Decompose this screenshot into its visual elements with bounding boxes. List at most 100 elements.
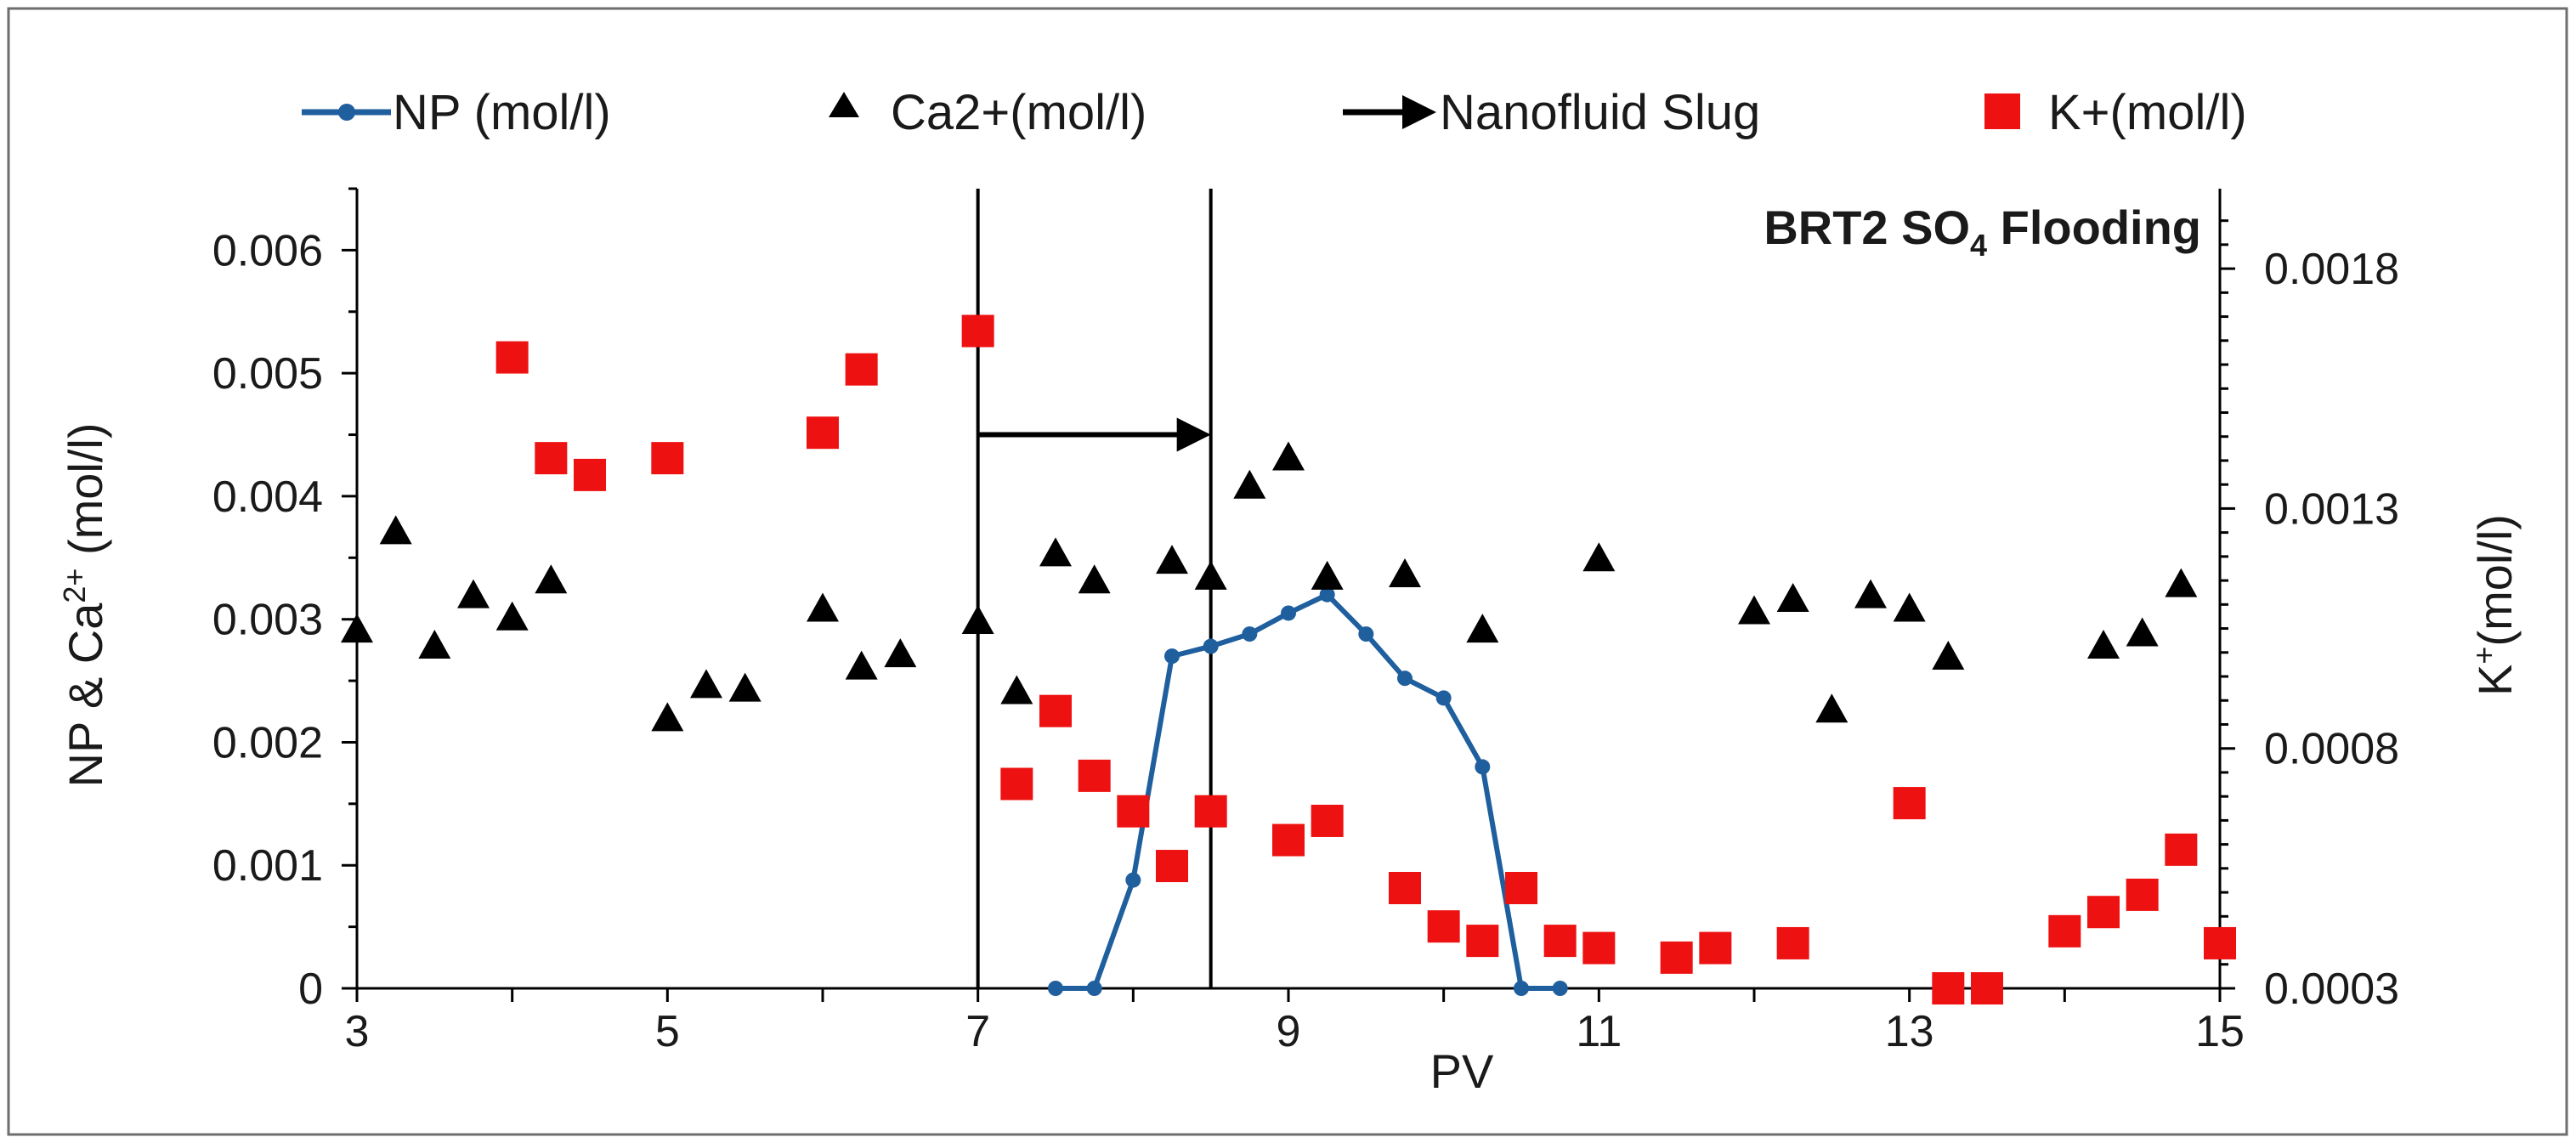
legend-np-marker-icon (338, 104, 355, 121)
y-axis-right-title: K+(mol/l) (2466, 514, 2522, 696)
k-point (1699, 931, 1732, 965)
k-point (1272, 823, 1305, 857)
np-point (1435, 690, 1452, 706)
k-point (807, 416, 839, 450)
x-tick-label: 7 (965, 1007, 990, 1056)
k-point (1311, 804, 1344, 837)
ca-point (418, 629, 451, 659)
k-point (1039, 694, 1072, 727)
y-left-tick-label: 0.006 (212, 226, 323, 275)
ca-point (535, 564, 568, 594)
legend-slug-label: Nanofluid Slug (1440, 85, 1760, 140)
y-right-tick-label: 0.0008 (2264, 725, 2399, 774)
k-point (845, 353, 878, 386)
legend-ca-label: Ca2+(mol/l) (891, 85, 1146, 140)
np-point (1048, 981, 1063, 996)
ca-point (1233, 469, 1266, 499)
np-line (1056, 591, 1560, 991)
x-tick-label: 11 (1576, 1007, 1622, 1056)
x-tick-label: 5 (655, 1007, 680, 1056)
slug-arrowhead-icon (1176, 417, 1211, 452)
ca-point (1854, 579, 1887, 608)
k-point (1543, 925, 1577, 958)
ca-point (2087, 629, 2120, 659)
np-series (1048, 586, 1568, 996)
k-point (1932, 972, 1965, 1004)
legend-item-np: NP (mol/l) (302, 85, 611, 140)
np-point (1086, 981, 1102, 996)
y-right-tick-label: 0.0003 (2264, 965, 2399, 1014)
legend-np-label: NP (mol/l) (393, 85, 611, 140)
ca-point (807, 592, 839, 622)
k-point (2165, 833, 2198, 866)
k-point (961, 314, 994, 348)
annotation-subscript: 4 (1970, 228, 1987, 263)
np-point (1514, 981, 1529, 996)
y-left-title-sup: 2+ (57, 569, 92, 603)
chart-border (7, 7, 2568, 1136)
k-point (535, 442, 568, 475)
x-tick-label: 13 (1885, 1007, 1934, 1056)
ca-point (1078, 564, 1111, 594)
y-left-tick-label: 0.003 (212, 596, 323, 645)
y-left-title-a: NP & Ca (59, 603, 112, 788)
ca-point (495, 601, 529, 631)
legend-k-square-icon (1984, 93, 2020, 129)
ca-point (1815, 693, 1848, 723)
ca-point (1000, 675, 1033, 704)
ca-point (1194, 560, 1227, 590)
k-point (2126, 878, 2159, 911)
y-left-tick-label: 0.004 (212, 472, 323, 522)
k-point (1893, 787, 1926, 820)
y-right-title-sup: + (2466, 647, 2501, 665)
ca-point (2126, 617, 2159, 647)
np-point (1397, 671, 1413, 687)
ca-point (1738, 595, 1770, 625)
legend-k-label: K+(mol/l) (2048, 85, 2247, 140)
k-point (1156, 850, 1188, 883)
k-point (1427, 910, 1460, 943)
k-point (1582, 931, 1616, 965)
annotation-suffix: Flooding (1987, 201, 2201, 254)
ca-point (651, 702, 684, 732)
k-point (1660, 941, 1693, 974)
x-tick-label: 3 (345, 1007, 370, 1056)
y-right-title-a: K (2468, 665, 2522, 696)
y-left-tick-label: 0.005 (212, 349, 323, 399)
legend-item-slug: Nanofluid Slug (1343, 85, 1760, 140)
k-point (1078, 759, 1111, 792)
np-point (1358, 626, 1374, 642)
ca-point (2165, 568, 2198, 597)
np-point (1319, 586, 1335, 603)
x-tick-label: 9 (1277, 1007, 1301, 1056)
x-tick-label: 15 (2195, 1007, 2245, 1056)
np-point (1242, 626, 1258, 642)
y-axis-left-title: NP & Ca2+ (mol/l) (57, 423, 112, 788)
np-point (1552, 981, 1568, 996)
k-point (1389, 872, 1421, 905)
k-point (2048, 914, 2081, 948)
y-left-title-b: (mol/l) (59, 423, 112, 569)
k-point (574, 458, 606, 491)
ca-point (1776, 582, 1809, 612)
k-point (495, 341, 529, 374)
x-axis-title: PV (1430, 1044, 1494, 1098)
y-right-tick-label: 0.0018 (2264, 245, 2399, 294)
k-point (2087, 896, 2120, 929)
legend-ca-triangle-icon (829, 92, 859, 117)
y-right-tick-label: 0.0013 (2264, 484, 2399, 534)
np-point (1203, 638, 1219, 654)
legend: NP (mol/l) Ca2+(mol/l) Nanofluid Slug K+… (302, 85, 2247, 140)
np-point (1125, 872, 1141, 888)
k-series (495, 314, 2236, 1004)
k-point (1971, 972, 2003, 1004)
ca-point (1932, 641, 1965, 671)
axes: 3 5 7 9 11 13 15 0 0.001 0.002 0.003 0.004 0.005 0.00… (212, 187, 2399, 1056)
k-point (1117, 795, 1150, 828)
np-point (1281, 605, 1296, 621)
ca-point (884, 638, 917, 668)
ca-point (961, 605, 994, 635)
ca-point (1272, 441, 1305, 471)
k-point (1194, 795, 1227, 828)
